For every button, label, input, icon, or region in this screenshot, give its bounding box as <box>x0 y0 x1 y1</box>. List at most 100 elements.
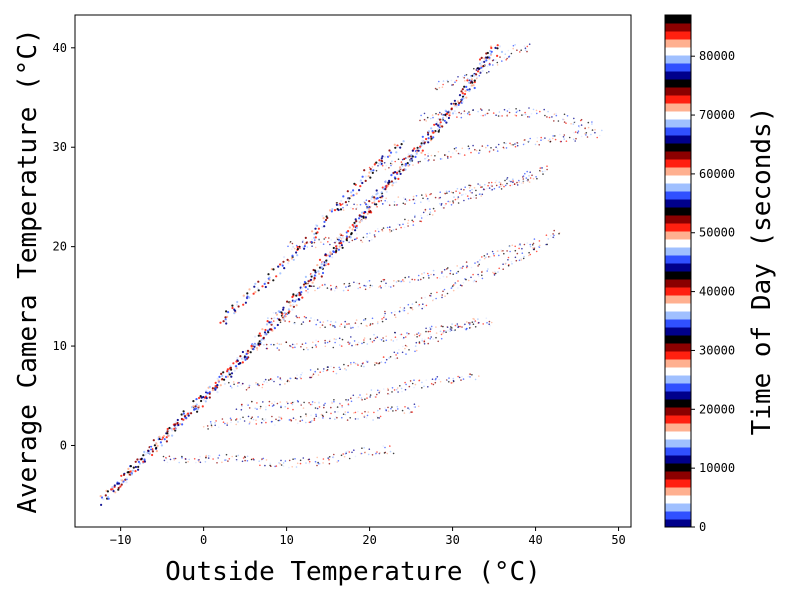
data-point <box>426 198 429 201</box>
data-point <box>305 421 307 424</box>
data-point <box>440 158 443 160</box>
data-point <box>300 291 303 294</box>
data-point <box>387 392 389 395</box>
data-point <box>536 140 538 143</box>
data-point <box>229 385 232 388</box>
data-point <box>477 110 479 113</box>
data-point <box>296 245 299 249</box>
data-point <box>360 239 362 242</box>
data-point <box>493 187 496 190</box>
data-point <box>368 166 371 169</box>
data-point <box>291 401 294 404</box>
data-point <box>539 167 542 169</box>
data-point <box>379 415 382 418</box>
data-point <box>241 460 244 463</box>
data-point <box>263 419 265 422</box>
data-point <box>241 350 244 354</box>
data-point <box>317 340 320 343</box>
data-point <box>454 81 456 83</box>
data-point <box>502 250 504 252</box>
data-point <box>292 346 294 349</box>
data-point <box>469 373 472 376</box>
data-point <box>236 300 239 304</box>
data-point <box>339 233 342 236</box>
data-point <box>474 326 477 328</box>
data-point <box>386 226 389 229</box>
data-point <box>436 376 439 378</box>
data-point <box>225 453 228 456</box>
data-point <box>296 422 299 425</box>
data-point <box>540 139 542 141</box>
data-point <box>280 417 283 420</box>
data-point <box>287 262 290 265</box>
data-point <box>222 371 225 374</box>
data-point <box>373 339 375 342</box>
data-point <box>514 44 516 46</box>
data-point <box>298 316 301 319</box>
data-point <box>466 321 468 323</box>
data-point <box>339 208 343 211</box>
data-point <box>488 70 490 73</box>
data-point <box>371 166 374 168</box>
data-point <box>536 137 539 139</box>
data-point <box>196 410 199 413</box>
data-point <box>314 289 316 292</box>
data-point <box>371 202 374 204</box>
data-point <box>441 119 444 121</box>
data-point <box>456 265 459 267</box>
data-point <box>363 169 366 172</box>
data-point <box>411 382 414 385</box>
data-point <box>127 467 130 470</box>
data-point <box>308 402 310 404</box>
data-point <box>346 419 349 421</box>
data-point <box>514 249 517 252</box>
data-point <box>481 256 483 258</box>
data-point <box>580 118 583 121</box>
data-point <box>470 266 473 269</box>
data-point <box>440 204 443 206</box>
data-point <box>411 411 414 413</box>
data-point <box>168 455 171 458</box>
data-point <box>473 318 476 321</box>
data-point <box>441 125 444 128</box>
data-point <box>455 105 458 108</box>
data-point <box>527 116 529 118</box>
data-point <box>497 115 500 117</box>
data-point <box>453 196 455 198</box>
data-point <box>237 421 239 423</box>
data-point <box>318 401 320 403</box>
data-point <box>403 158 406 160</box>
data-point <box>388 357 391 359</box>
data-point <box>305 316 307 319</box>
data-point <box>365 359 368 362</box>
data-point <box>439 191 442 193</box>
data-point <box>374 235 376 238</box>
data-point <box>316 231 319 234</box>
colorbar-axis: 0100002000030000400005000060000700008000… <box>691 49 735 534</box>
data-point <box>270 317 273 320</box>
data-point <box>383 278 386 281</box>
data-point <box>309 403 312 406</box>
data-point <box>577 130 580 132</box>
data-point <box>244 459 246 462</box>
data-point <box>167 434 170 437</box>
data-point <box>205 397 208 400</box>
data-point <box>376 228 379 230</box>
colorbar-band <box>665 335 691 344</box>
data-point <box>404 388 407 391</box>
data-point <box>494 270 496 273</box>
data-point <box>383 315 386 317</box>
data-point <box>404 198 407 200</box>
data-point <box>408 276 410 278</box>
x-tick-label: −10 <box>110 533 132 547</box>
data-point <box>143 460 146 463</box>
data-point <box>286 300 289 303</box>
data-point <box>316 407 319 410</box>
data-point <box>372 169 375 172</box>
data-point <box>282 308 285 311</box>
data-point <box>468 187 471 189</box>
data-point <box>303 247 306 250</box>
data-point <box>378 390 381 393</box>
data-point <box>512 44 515 47</box>
data-point <box>392 452 395 455</box>
